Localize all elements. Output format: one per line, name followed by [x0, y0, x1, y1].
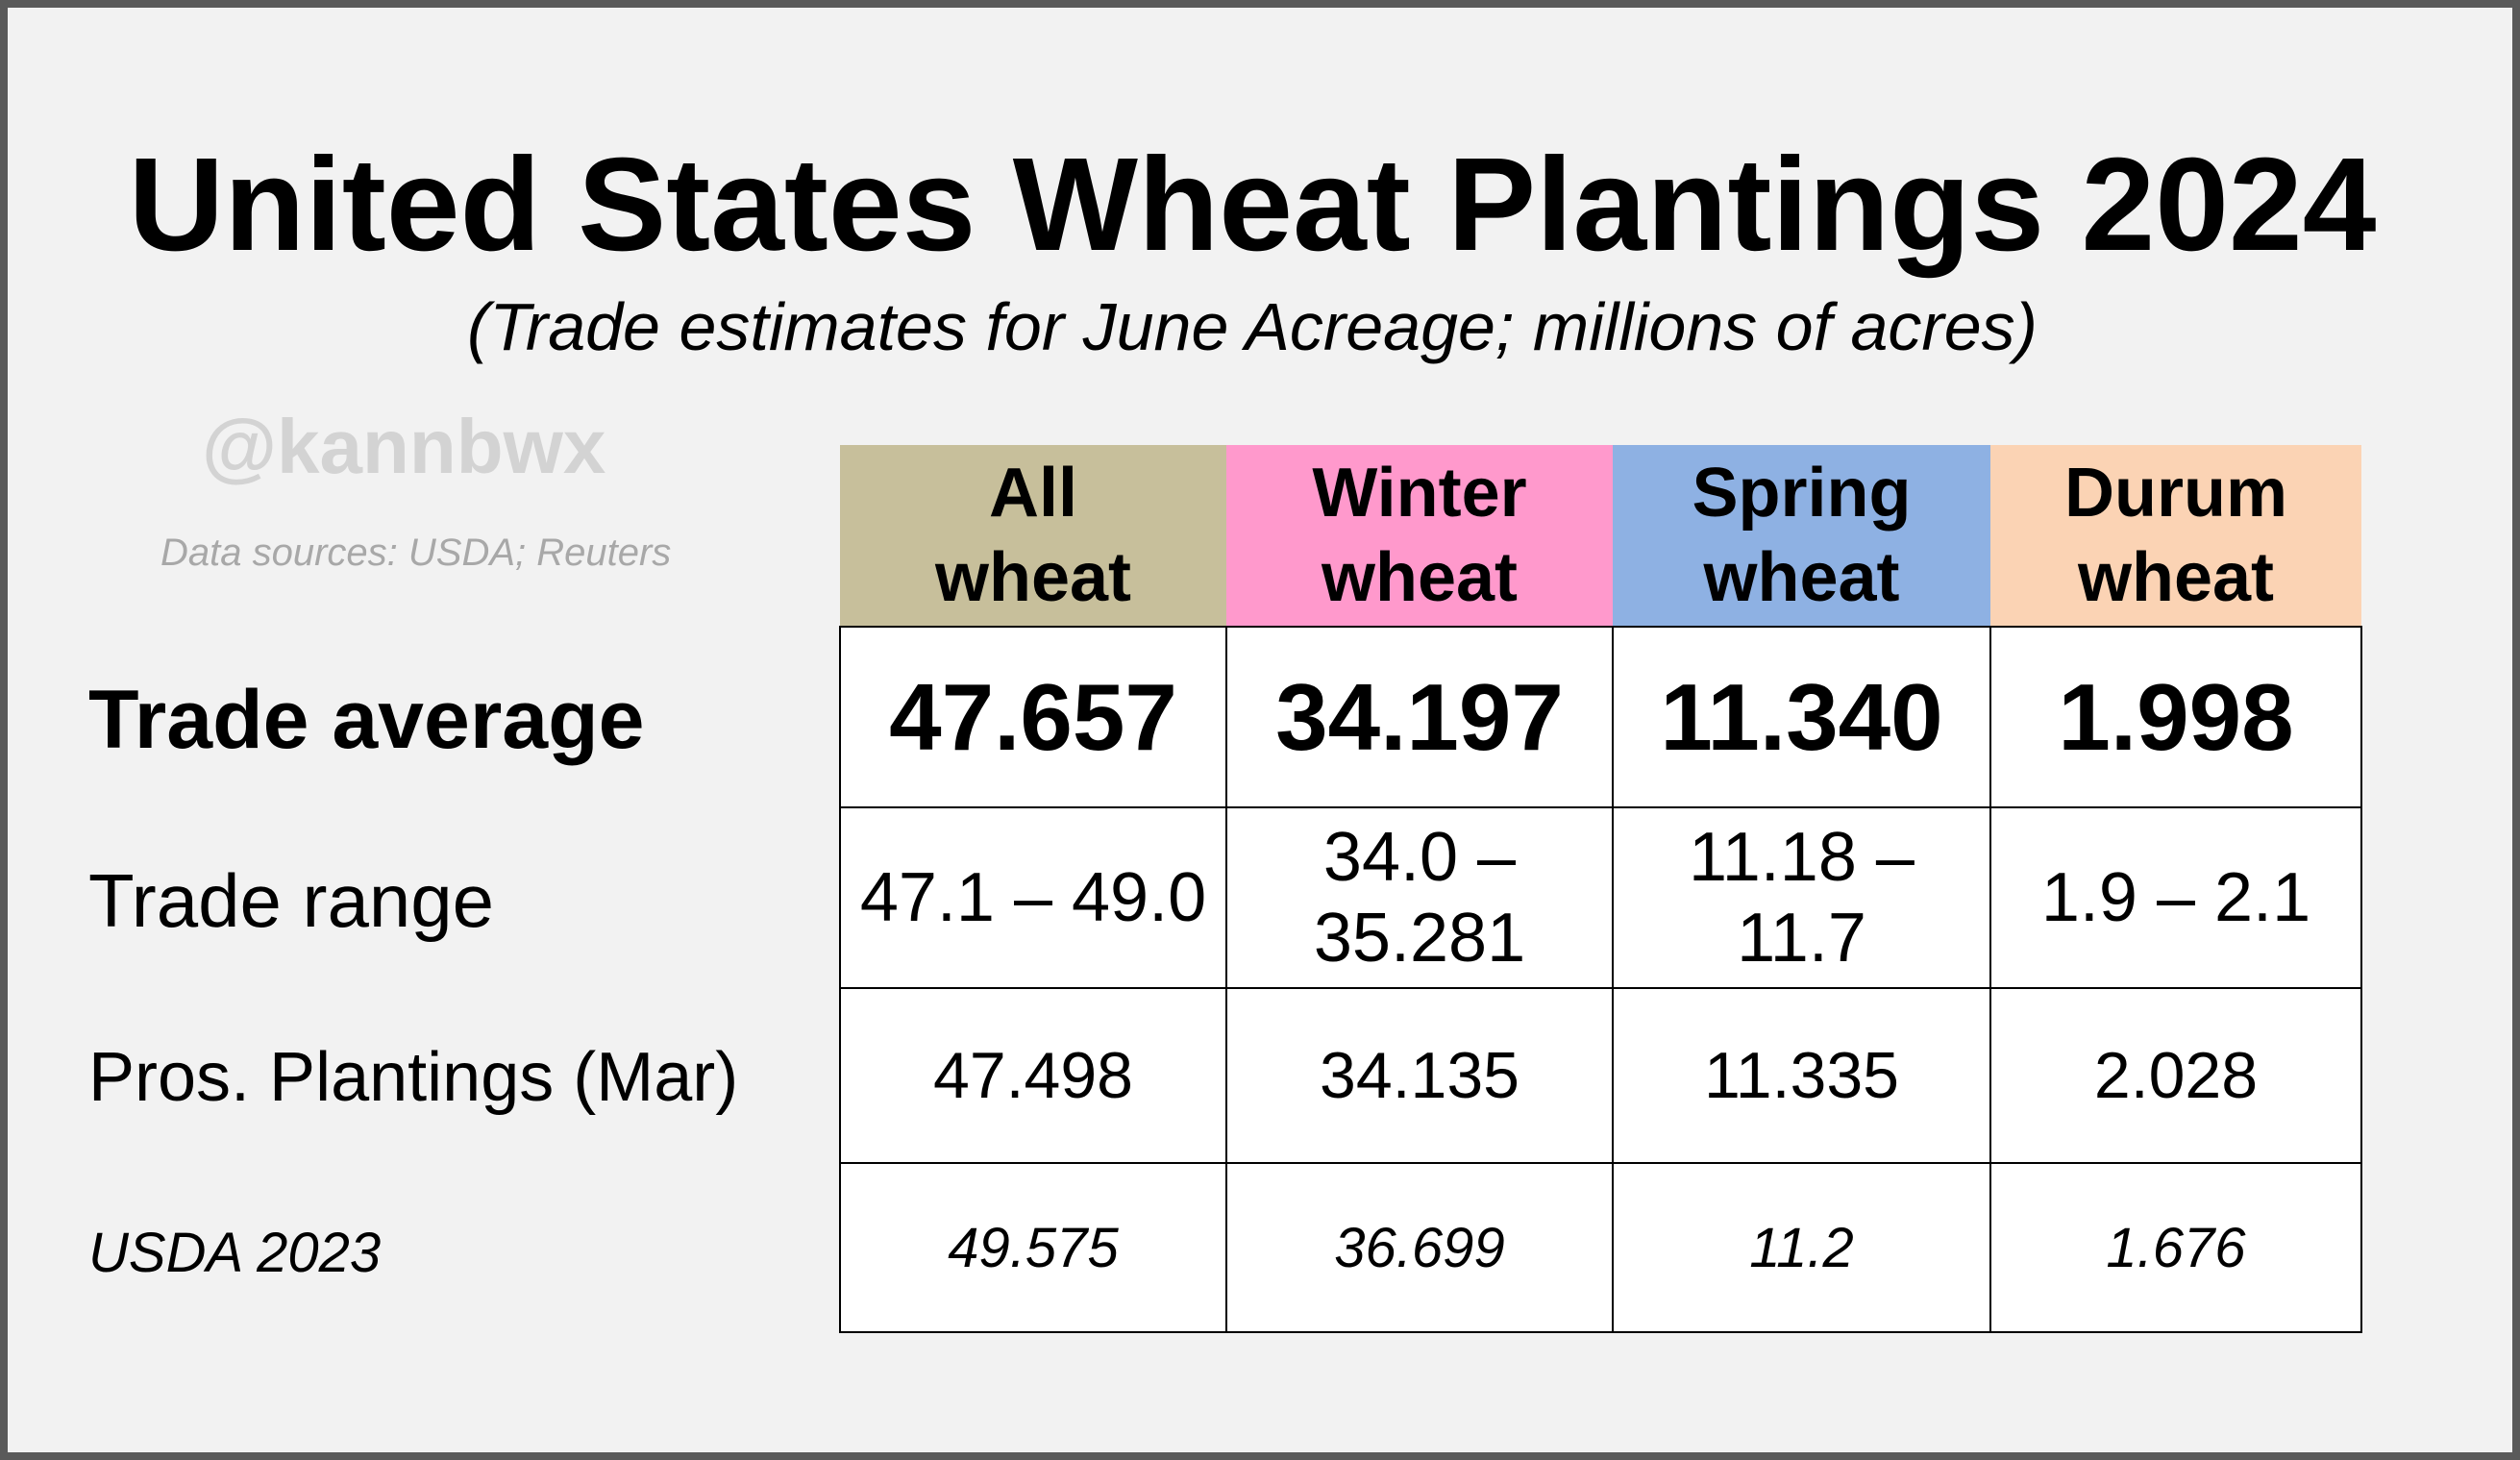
header-durum-wheat: Durum wheat	[1990, 445, 2361, 627]
cell-pros-plantings-durum: 2.028	[1989, 987, 2362, 1164]
row-label-pros-plantings: Pros. Plantings (Mar)	[88, 1039, 739, 1116]
header-durum-wheat-line1: Durum	[2064, 455, 2287, 532]
cell-trade-range-spring: 11.18 – 11.7	[1612, 806, 1991, 989]
cell-pros-plantings-spring: 11.335	[1612, 987, 1991, 1164]
row-label-trade-average: Trade average	[88, 674, 645, 766]
cell-usda-2023-all: 49.575	[839, 1162, 1227, 1333]
header-winter-wheat-line2: wheat	[1321, 539, 1519, 616]
row-label-trade-range: Trade range	[88, 858, 495, 943]
chart-title: United States Wheat Plantings 2024	[128, 131, 2377, 279]
header-spring-wheat: Spring wheat	[1613, 445, 1990, 627]
cell-usda-2023-durum: 1.676	[1989, 1162, 2362, 1333]
cell-trade-average-all: 47.657	[839, 626, 1227, 808]
wheat-plantings-table: All wheat Winter wheat Spring wheat Duru…	[839, 445, 2362, 1333]
data-sources-note: Data sources: USDA; Reuters	[161, 532, 672, 574]
row-label-usda-2023: USDA 2023	[88, 1222, 382, 1284]
cell-pros-plantings-all: 47.498	[839, 987, 1227, 1164]
cell-trade-average-winter: 34.197	[1225, 626, 1614, 808]
header-winter-wheat: Winter wheat	[1226, 445, 1613, 627]
header-all-wheat-line1: All	[988, 455, 1077, 532]
cell-trade-range-spring-text: 11.18 – 11.7	[1689, 819, 1915, 977]
table-row-trade-range: 47.1 – 49.0 34.0 – 35.281 11.18 – 11.7 1…	[839, 806, 2362, 989]
cell-pros-plantings-winter: 34.135	[1225, 987, 1614, 1164]
cell-trade-range-winter-text: 34.0 – 35.281	[1313, 819, 1526, 977]
cell-trade-average-durum: 1.998	[1989, 626, 2362, 808]
cell-trade-range-durum: 1.9 – 2.1	[1989, 806, 2362, 989]
header-durum-wheat-line2: wheat	[2077, 539, 2275, 616]
header-all-wheat-line2: wheat	[934, 539, 1132, 616]
cell-usda-2023-winter: 36.699	[1225, 1162, 1614, 1333]
header-all-wheat: All wheat	[840, 445, 1226, 627]
cell-trade-range-winter: 34.0 – 35.281	[1225, 806, 1614, 989]
header-spring-wheat-line2: wheat	[1703, 539, 1900, 616]
table-row-pros-plantings: 47.498 34.135 11.335 2.028	[839, 987, 2362, 1164]
header-winter-wheat-line1: Winter	[1312, 455, 1527, 532]
table-row-usda-2023: 49.575 36.699 11.2 1.676	[839, 1162, 2362, 1333]
table-header-row: All wheat Winter wheat Spring wheat Duru…	[840, 445, 2361, 627]
header-spring-wheat-line1: Spring	[1692, 455, 1912, 532]
chart-subtitle: (Trade estimates for June Acreage; milli…	[467, 289, 2038, 364]
cell-trade-average-spring: 11.340	[1612, 626, 1991, 808]
table-row-trade-average: 47.657 34.197 11.340 1.998	[839, 626, 2362, 808]
cell-trade-range-all: 47.1 – 49.0	[839, 806, 1227, 989]
cell-usda-2023-spring: 11.2	[1612, 1162, 1991, 1333]
watermark-handle: @kannbwx	[202, 404, 606, 489]
